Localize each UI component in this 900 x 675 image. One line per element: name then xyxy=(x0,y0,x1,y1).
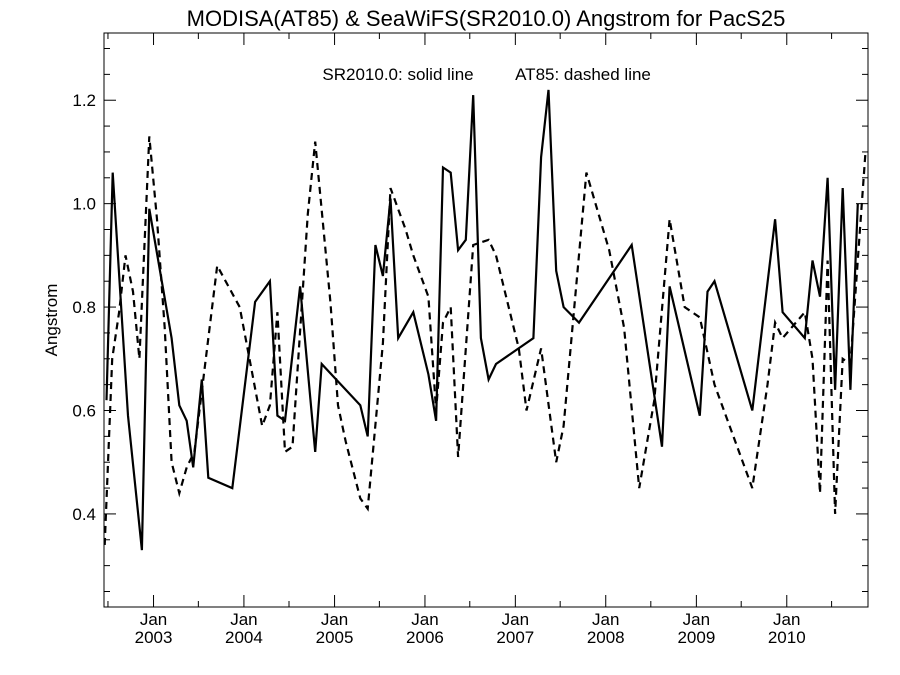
x-tick-year-label: 2009 xyxy=(677,628,715,647)
y-tick-label: 1.0 xyxy=(72,195,96,214)
x-tick-month-label: Jan xyxy=(230,610,257,629)
x-tick-year-label: 2010 xyxy=(768,628,806,647)
x-tick-year-label: 2004 xyxy=(225,628,263,647)
x-tick-month-label: Jan xyxy=(502,610,529,629)
plot-frame xyxy=(103,32,869,608)
dashed-line-annotation: AT85: dashed line xyxy=(515,65,651,84)
x-tick-month-label: Jan xyxy=(321,610,348,629)
x-tick-year-label: 2005 xyxy=(316,628,354,647)
x-tick-month-label: Jan xyxy=(592,610,619,629)
x-tick-month-label: Jan xyxy=(773,610,800,629)
y-tick-label: 0.8 xyxy=(72,298,96,317)
x-tick-year-label: 2007 xyxy=(496,628,534,647)
x-tick-month-label: Jan xyxy=(683,610,710,629)
y-tick-label: 0.4 xyxy=(72,505,96,524)
x-tick-year-label: 2003 xyxy=(135,628,173,647)
x-tick-month-label: Jan xyxy=(411,610,438,629)
series-line-at85 xyxy=(103,136,867,545)
series-group xyxy=(103,89,867,551)
solid-line-annotation: SR2010.0: solid line xyxy=(322,65,473,84)
series-line-sr2010-0 xyxy=(105,89,859,551)
y-tick-label: 0.6 xyxy=(72,401,96,420)
x-tick-month-label: Jan xyxy=(140,610,167,629)
x-tick-year-label: 2008 xyxy=(587,628,625,647)
y-axis-label: Angstrom xyxy=(42,284,61,357)
x-tick-year-label: 2006 xyxy=(406,628,444,647)
axis-ticks: 0.40.60.81.01.2Jan2003Jan2004Jan2005Jan2… xyxy=(72,33,868,647)
y-tick-label: 1.2 xyxy=(72,91,96,110)
chart-title: MODISA(AT85) & SeaWiFS(SR2010.0) Angstro… xyxy=(187,6,786,31)
